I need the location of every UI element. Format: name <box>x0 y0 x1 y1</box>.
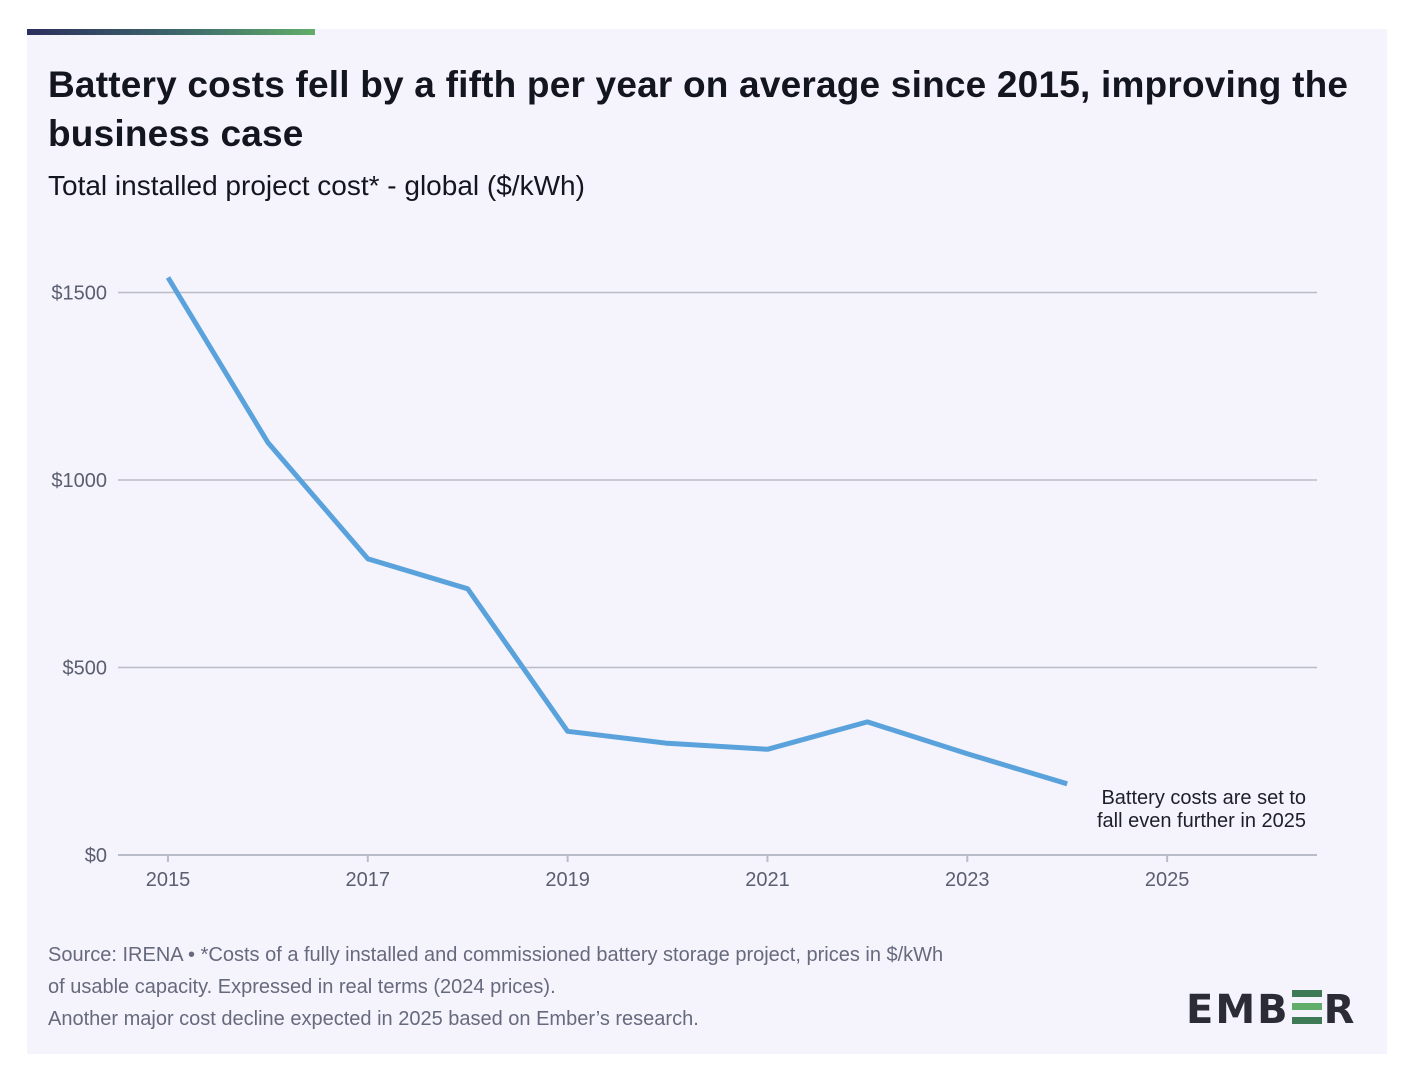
logo-text-left: EMB <box>1186 987 1290 1033</box>
annotation-text: fall even further in 2025 <box>1097 810 1306 832</box>
source-line-1: Source: IRENA • *Costs of a fully instal… <box>48 944 944 966</box>
chart-card <box>27 29 1387 1054</box>
chart-subtitle: Total installed project cost* - global (… <box>48 170 585 201</box>
source-line-3: Another major cost decline expected in 2… <box>48 1008 699 1030</box>
accent-bar <box>27 29 315 35</box>
x-tick-label: 2017 <box>346 869 391 891</box>
logo-e-bars-icon <box>1291 990 1322 1024</box>
logo-text-right: R <box>1323 987 1357 1033</box>
source-line-2: of usable capacity. Expressed in real te… <box>48 976 556 998</box>
y-tick-label: $0 <box>85 845 107 867</box>
y-tick-label: $1500 <box>51 283 107 305</box>
x-tick-label: 2019 <box>545 869 590 891</box>
y-tick-label: $500 <box>63 658 108 680</box>
chart-title: Battery costs fell by a fifth per year o… <box>48 64 1349 154</box>
x-tick-label: 2025 <box>1145 869 1190 891</box>
x-tick-label: 2015 <box>146 869 191 891</box>
source-footnote: Source: IRENA • *Costs of a fully instal… <box>48 939 1168 1035</box>
x-tick-label: 2021 <box>745 869 790 891</box>
series-line <box>165 276 1068 787</box>
annotation-text: Battery costs are set to <box>1101 787 1306 809</box>
y-tick-label: $1000 <box>51 470 107 492</box>
ember-logo: EMB R <box>1186 987 1356 1033</box>
x-tick-label: 2023 <box>945 869 990 891</box>
